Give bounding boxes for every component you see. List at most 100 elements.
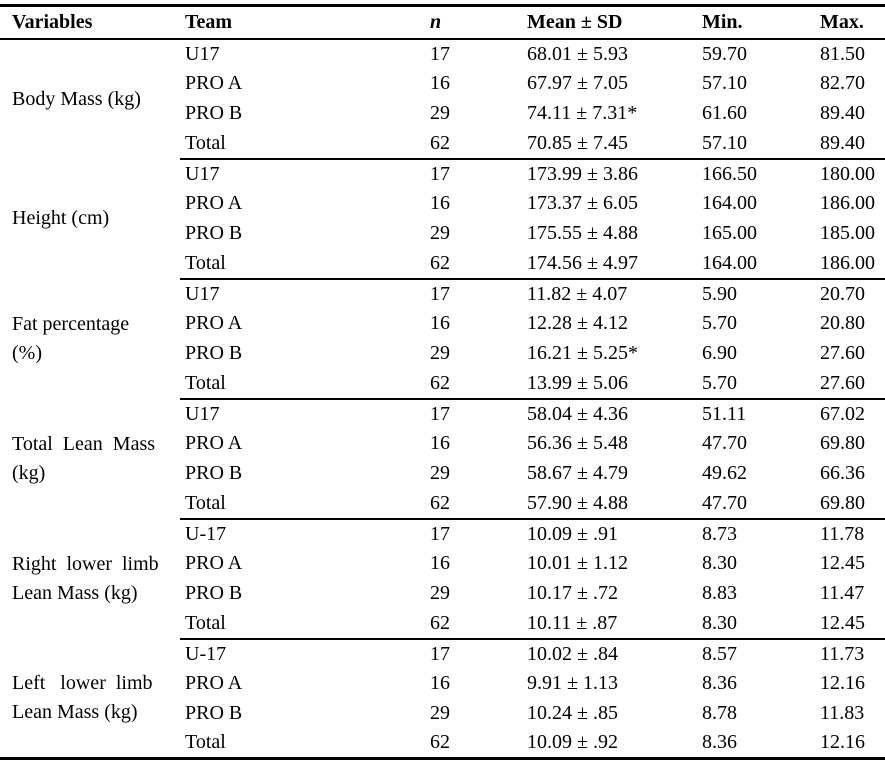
mean-sd-cell: 13.99 ± 5.06 <box>527 371 628 394</box>
table-row: Total 62 57.90 ± 4.88 47.70 69.80 <box>0 489 885 519</box>
table-row: PRO B 29 10.17 ± .72 8.83 11.47 <box>0 579 885 609</box>
mean-sd-cell: 175.55 ± 4.88 <box>527 222 638 244</box>
team-cell: U17 <box>180 277 425 309</box>
min-cell: 8.78 <box>702 702 737 724</box>
n-cell: 17 <box>425 397 522 429</box>
max-cell: 12.45 <box>820 552 865 574</box>
table-row: PRO B 29 58.67 ± 4.79 49.62 66.36 <box>0 459 885 489</box>
min-cell: 47.70 <box>702 432 747 454</box>
team-cell: Total <box>185 251 226 274</box>
n-cell: 62 <box>430 251 450 274</box>
min-cell: 8.73 <box>697 517 815 549</box>
mean-sd-cell: 10.09 ± .91 <box>522 517 697 549</box>
table-row: Total 62 10.09 ± .92 8.36 12.16 <box>0 729 885 759</box>
table-row: PRO B 29 74.11 ± 7.31* 61.60 89.40 <box>0 99 885 129</box>
table-row: Total 62 13.99 ± 5.06 5.70 27.60 <box>0 369 885 399</box>
team-cell: PRO A <box>185 312 243 334</box>
team-cell: PRO A <box>185 192 243 214</box>
min-cell: 8.83 <box>702 582 737 604</box>
min-cell: 164.00 <box>702 251 757 274</box>
max-cell: 186.00 <box>820 192 875 214</box>
mean-sd-cell: 10.17 ± .72 <box>527 582 618 604</box>
table-row: PRO B 29 10.24 ± .85 8.78 11.83 <box>0 699 885 729</box>
min-cell: 47.70 <box>702 491 747 514</box>
max-cell: 186.00 <box>820 251 875 274</box>
variable-label: Body Mass (kg) <box>12 87 141 110</box>
table-row: PRO A 16 56.36 ± 5.48 47.70 69.80 <box>0 429 885 459</box>
team-cell: U-17 <box>180 517 425 549</box>
min-cell: 8.30 <box>702 552 737 574</box>
mean-sd-cell: 58.67 ± 4.79 <box>527 462 628 484</box>
column-header-team: Team <box>180 5 425 40</box>
table-row: Right lower limb Lean Mass (kg) U-17 17 … <box>0 517 885 604</box>
max-cell: 66.36 <box>820 462 865 484</box>
mean-sd-cell: 58.04 ± 4.36 <box>522 397 697 429</box>
team-cell: PRO A <box>185 672 243 694</box>
max-cell: 12.16 <box>820 731 865 754</box>
column-header-variables: Variables <box>0 5 180 40</box>
team-cell: U-17 <box>180 637 425 669</box>
n-cell: 62 <box>430 611 450 634</box>
n-cell: 17 <box>425 277 522 309</box>
table-row: Total 62 70.85 ± 7.45 57.10 89.40 <box>0 129 885 159</box>
min-cell: 8.36 <box>702 731 737 754</box>
n-cell: 62 <box>430 731 450 754</box>
mean-sd-cell: 10.11 ± .87 <box>527 611 618 634</box>
mean-sd-cell: 74.11 ± 7.31* <box>527 102 638 124</box>
n-cell: 29 <box>430 702 450 724</box>
max-cell: 11.83 <box>820 702 865 724</box>
table-row: Total 62 174.56 ± 4.97 164.00 186.00 <box>0 249 885 279</box>
team-cell: PRO B <box>185 462 243 484</box>
min-cell: 61.60 <box>702 102 747 124</box>
team-cell: PRO A <box>185 552 243 574</box>
max-cell: 11.47 <box>820 582 865 604</box>
mean-sd-cell: 10.24 ± .85 <box>527 702 618 724</box>
min-cell: 165.00 <box>702 222 757 244</box>
mean-sd-cell: 12.28 ± 4.12 <box>527 312 628 334</box>
mean-sd-cell: 11.82 ± 4.07 <box>522 277 697 309</box>
team-cell: U17 <box>185 42 220 65</box>
mean-sd-cell: 173.37 ± 6.05 <box>527 192 638 214</box>
n-cell: 29 <box>430 582 450 604</box>
n-cell: 17 <box>430 42 450 65</box>
table-row: PRO B 29 16.21 ± 5.25* 6.90 27.60 <box>0 339 885 369</box>
n-cell: 62 <box>430 491 450 514</box>
mean-sd-cell: 56.36 ± 5.48 <box>527 432 628 454</box>
table-row: Fat percentage (%) U17 17 11.82 ± 4.07 5… <box>0 277 885 364</box>
column-header-min: Min. <box>697 5 815 40</box>
mean-sd-cell: 10.02 ± .84 <box>522 637 697 669</box>
mean-sd-cell: 174.56 ± 4.97 <box>527 251 638 274</box>
n-cell: 29 <box>430 102 450 124</box>
n-cell: 16 <box>430 72 450 94</box>
mean-sd-cell: 9.91 ± 1.13 <box>527 672 618 694</box>
document-page: Variables Team n Mean ± SD Min. Max. Bod… <box>0 4 885 760</box>
variable-label: Left lower limb Lean Mass (kg) <box>12 671 153 723</box>
min-cell: 5.90 <box>697 277 815 309</box>
max-cell: 81.50 <box>820 42 865 65</box>
n-cell: 29 <box>430 222 450 244</box>
max-cell: 69.80 <box>820 432 865 454</box>
max-cell: 20.70 <box>815 277 885 309</box>
header-row: Variables Team n Mean ± SD Min. Max. <box>0 5 885 40</box>
n-cell: 29 <box>430 462 450 484</box>
mean-sd-cell: 67.97 ± 7.05 <box>527 72 628 94</box>
table-row: PRO A 16 12.28 ± 4.12 5.70 20.80 <box>0 309 885 339</box>
n-cell: 17 <box>425 637 522 669</box>
n-cell: 16 <box>430 192 450 214</box>
n-cell: 17 <box>425 157 522 189</box>
variable-label: Fat percentage (%) <box>12 312 130 364</box>
mean-sd-cell: 16.21 ± 5.25* <box>527 342 638 364</box>
n-cell: 62 <box>430 131 450 154</box>
table-row: PRO A 16 67.97 ± 7.05 57.10 82.70 <box>0 69 885 99</box>
n-cell: 16 <box>430 672 450 694</box>
table-row: Total Lean Mass (kg) U17 17 58.04 ± 4.36… <box>0 397 885 484</box>
table-row: Left lower limb Lean Mass (kg) U-17 17 1… <box>0 637 885 723</box>
team-cell: Total <box>185 371 226 394</box>
team-cell: PRO B <box>185 702 243 724</box>
team-cell: Total <box>185 491 226 514</box>
n-cell: 62 <box>430 371 450 394</box>
mean-sd-cell: 68.01 ± 5.93 <box>527 42 628 65</box>
team-cell: Total <box>185 131 226 154</box>
min-cell: 5.70 <box>702 312 737 334</box>
min-cell: 57.10 <box>702 72 747 94</box>
